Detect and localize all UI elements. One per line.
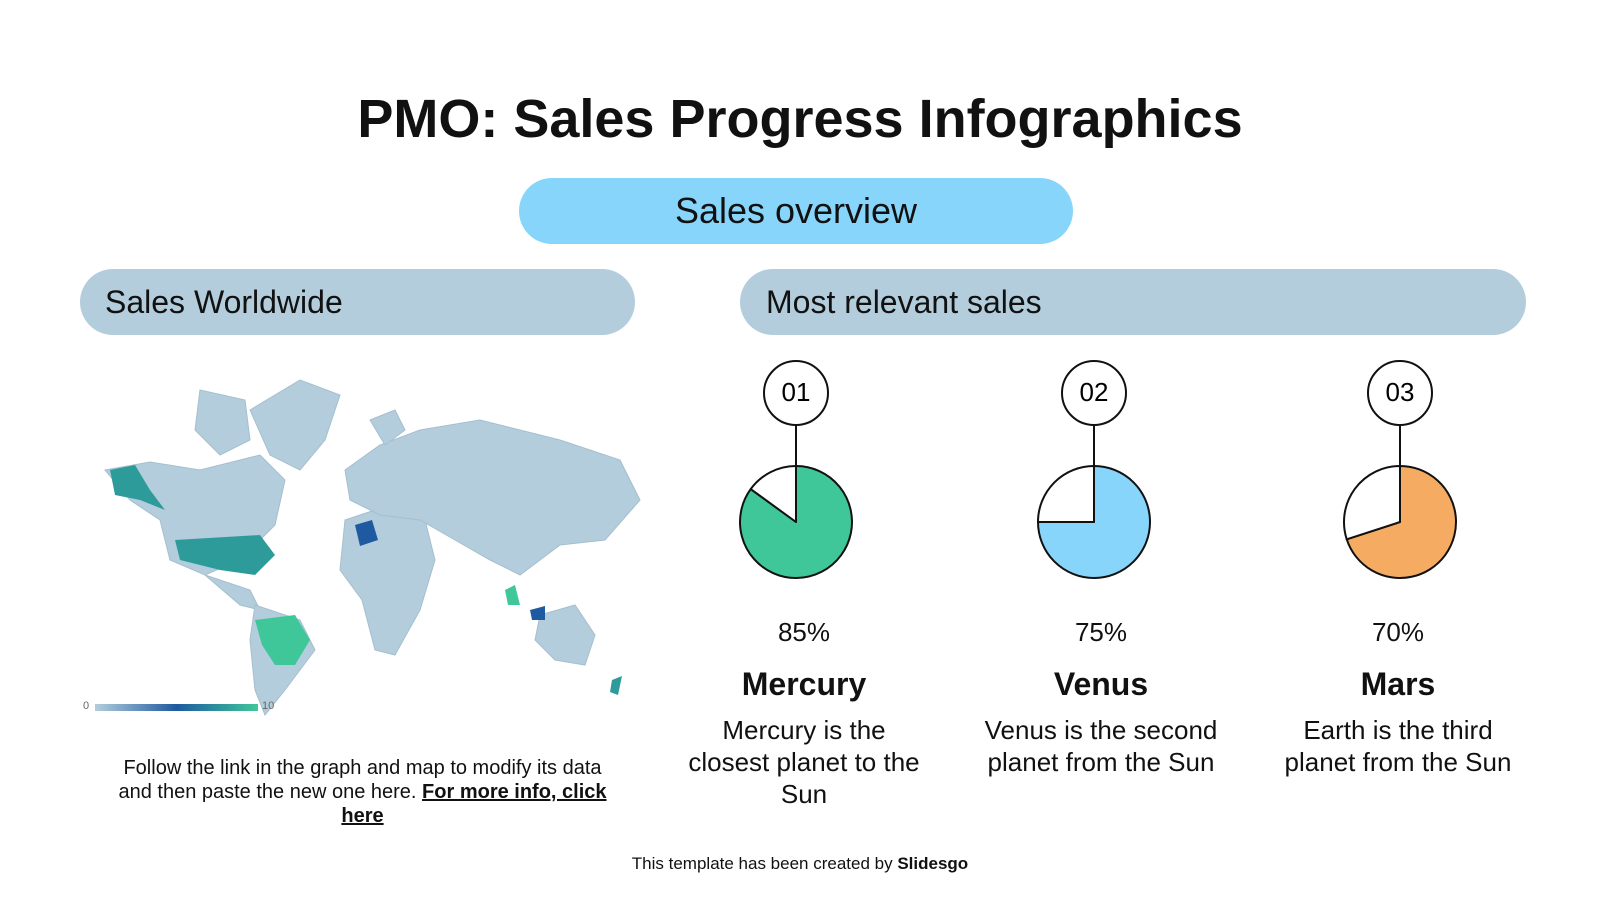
left-heading-pill: Sales Worldwide [80,269,635,335]
map-note: Follow the link in the graph and map to … [115,756,610,828]
pie-slice [749,465,797,523]
number-label: 02 [1080,377,1109,407]
map-legend-bar [95,704,258,711]
pie-slice [1343,465,1401,541]
number-label: 03 [1386,377,1415,407]
map-highlights [110,465,622,695]
planet-name: Venus [1053,666,1149,702]
planet-description: Mercury is the closest planet to the Sun [688,715,920,809]
note-text: Follow the link in the graph and map to … [118,757,602,803]
pie-slice [1037,465,1095,523]
number-badge [1061,360,1127,426]
planet-description: Venus is the second planet from the Sun [984,715,1218,777]
pie-slice [1345,465,1457,579]
note-link[interactable]: For more info, click here [341,781,607,827]
left-heading: Sales Worldwide [105,283,343,320]
planet-name: Mars [1360,666,1436,702]
map-legend-min: 0 [83,700,90,712]
map-legend-max: 10 [262,700,275,712]
title: PMO: Sales Progress Infographics [357,89,1243,149]
value-label: 85% [777,617,831,647]
value-label: 70% [1371,617,1425,647]
footer-text: This template has been created by [631,854,893,873]
footer: This template has been created by Slides… [0,854,1600,874]
overview-label: Sales overview [674,190,918,231]
value-label: 75% [1074,617,1128,647]
pie-slice [1037,465,1151,579]
planet-name: Mercury [741,666,867,702]
right-heading-pill: Most relevant sales [740,269,1526,335]
overview-pill: Sales overview [519,178,1073,244]
footer-brand: Slidesgo [897,854,969,873]
right-heading: Most relevant sales [766,283,1042,320]
planet-description: Earth is the third planet from the Sun [1284,715,1512,777]
number-label: 01 [782,377,811,407]
number-badge [763,360,829,426]
number-badge [1367,360,1433,426]
